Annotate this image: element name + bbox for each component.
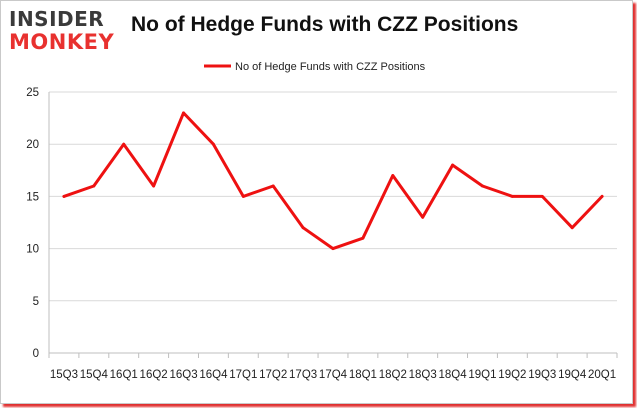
data-point — [241, 195, 245, 198]
data-point — [212, 142, 215, 146]
x-tick-label: 18Q1 — [349, 369, 377, 381]
data-point — [271, 184, 275, 188]
data-point — [331, 247, 335, 251]
data-point — [540, 195, 544, 198]
data-point — [421, 215, 425, 219]
data-point — [510, 195, 514, 198]
logo-line-1: INSIDER — [9, 7, 105, 31]
x-tick-label: 17Q1 — [229, 369, 257, 381]
x-tick-label: 18Q3 — [409, 369, 437, 381]
x-tick-label: 17Q4 — [319, 369, 348, 381]
x-tick-label: 19Q1 — [468, 369, 496, 381]
y-tick-label: 5 — [33, 296, 39, 308]
x-tick-label: 16Q4 — [199, 369, 228, 381]
legend-label: No of Hedge Funds with CZZ Positions — [235, 61, 426, 73]
insider-monkey-logo: INSIDER MONKEY — [9, 8, 124, 58]
x-tick-label: 19Q2 — [498, 369, 526, 381]
data-point — [182, 111, 185, 115]
data-point — [451, 163, 454, 167]
chart-title: No of Hedge Funds with CZZ Positions — [131, 13, 519, 36]
data-point — [301, 226, 305, 230]
x-tick-labels: 15Q3 15Q4 16Q1 16Q2 16Q3 16Q4 17Q1 17Q2 17Q3 17Q4… — [50, 369, 616, 381]
x-tick-label: 16Q2 — [140, 369, 168, 381]
data-point — [152, 184, 156, 188]
series-layer — [62, 111, 604, 251]
x-tick-label: 16Q1 — [110, 369, 138, 381]
x-tick-label: 15Q4 — [80, 369, 109, 381]
y-tick-label: 15 — [26, 191, 39, 203]
x-tick-label: 17Q3 — [289, 369, 317, 381]
x-tick-label: 19Q3 — [528, 369, 556, 381]
x-tick-label: 20Q1 — [588, 369, 616, 381]
x-tick-label: 17Q2 — [259, 369, 287, 381]
x-tick-label: 19Q4 — [558, 369, 587, 381]
data-point — [122, 142, 126, 146]
y-tick-label: 10 — [26, 244, 39, 256]
x-tick-label: 15Q3 — [50, 369, 78, 381]
data-point — [361, 236, 365, 240]
y-tick-label: 25 — [26, 87, 39, 99]
y-tick-label: 0 — [33, 348, 39, 360]
x-tick-label: 16Q3 — [169, 369, 197, 381]
data-point — [481, 184, 484, 188]
series-line-0 — [62, 111, 604, 251]
axes — [48, 92, 618, 358]
data-point — [92, 184, 96, 188]
data-point — [391, 174, 395, 177]
y-tick-label: 20 — [26, 139, 39, 151]
data-point — [62, 195, 66, 198]
data-point — [600, 195, 604, 198]
legend: No of Hedge Funds with CZZ Positions — [204, 61, 426, 73]
x-tick-label: 18Q4 — [439, 369, 468, 381]
x-tick-label: 18Q2 — [379, 369, 407, 381]
y-tick-labels: 0 5 10 15 20 25 — [26, 87, 39, 360]
logo-line-2: MONKEY — [9, 30, 115, 54]
data-point — [570, 226, 574, 230]
